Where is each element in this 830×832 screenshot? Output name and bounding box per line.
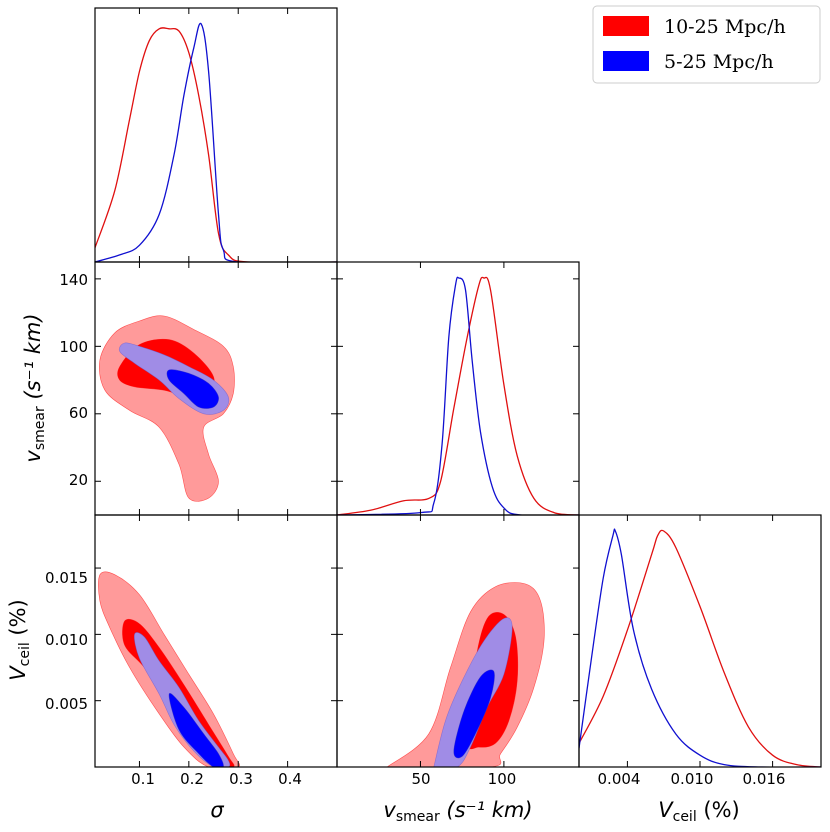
marginal-curve-red [579, 529, 821, 767]
x-axis-label-sigma: σ [210, 798, 224, 822]
legend: 10-25 Mpc/h 5-25 Mpc/h [592, 5, 821, 84]
legend-swatch-red [603, 16, 649, 36]
panel-sigma-marginal [95, 22, 337, 262]
contour-blue-inner [166, 369, 219, 409]
panel-sigma-vsmear-contour [99, 315, 235, 502]
x-tick-label: 0.3 [229, 770, 253, 788]
marginal-curve-blue [95, 22, 337, 262]
x-tick-label: 0.016 [743, 770, 786, 788]
x-tick-labels-vsmear: 50 100 [411, 770, 516, 788]
legend-label: 10-25 Mpc/h [664, 16, 786, 38]
legend-box [592, 5, 821, 84]
marginal-curve-blue [579, 528, 821, 767]
contour-blue-outer [134, 632, 231, 767]
x-tick-label: 0.010 [671, 770, 714, 788]
panel-vceil-marginal [579, 528, 821, 767]
y-tick-label: 60 [69, 404, 88, 422]
legend-label: 5-25 Mpc/h [664, 51, 774, 73]
y-tick-label: 0.010 [45, 631, 88, 649]
x-tick-label: 0.1 [131, 770, 155, 788]
panel-sigma-vceil-contour [98, 571, 241, 767]
y-tick-labels-vsmear: 20 60 100 140 [59, 271, 88, 489]
x-tick-label: 0.004 [598, 770, 641, 788]
y-tick-labels-vceil: 0.005 0.010 0.015 [45, 569, 88, 713]
y-axis-label-vsmear: vsmear (s⁻¹ km) [21, 313, 48, 462]
x-tick-label: 100 [488, 770, 517, 788]
marginal-curve-blue [337, 276, 579, 515]
x-tick-labels-vceil: 0.004 0.010 0.016 [598, 770, 786, 788]
y-tick-label: 140 [59, 271, 88, 289]
x-tick-label: 50 [411, 770, 430, 788]
tick-marks [95, 8, 774, 767]
y-axis-label-vceil: Vceil (%) [6, 599, 33, 680]
marginal-curve-red [337, 276, 579, 515]
frame-p22 [578, 514, 822, 768]
panel-frames [94, 7, 822, 768]
x-tick-label: 0.4 [278, 770, 302, 788]
y-tick-label: 20 [69, 471, 88, 489]
x-axis-label-vceil: Vceil (%) [658, 798, 739, 825]
contour-blue-inner [168, 693, 224, 767]
panel-vsmear-vceil-contour [381, 582, 545, 767]
contour-blue-inner [453, 669, 495, 759]
y-tick-label: 0.015 [45, 569, 88, 587]
marginal-curve-red [95, 27, 337, 262]
x-tick-labels-sigma: 0.1 0.2 0.3 0.4 [131, 770, 302, 788]
y-tick-label: 0.005 [45, 695, 88, 713]
x-tick-label: 0.2 [180, 770, 204, 788]
x-axis-label-vsmear: vsmear (s⁻¹ km) [383, 798, 532, 825]
y-tick-label: 100 [59, 338, 88, 356]
panel-vsmear-marginal [337, 276, 579, 515]
legend-swatch-blue [603, 51, 649, 71]
